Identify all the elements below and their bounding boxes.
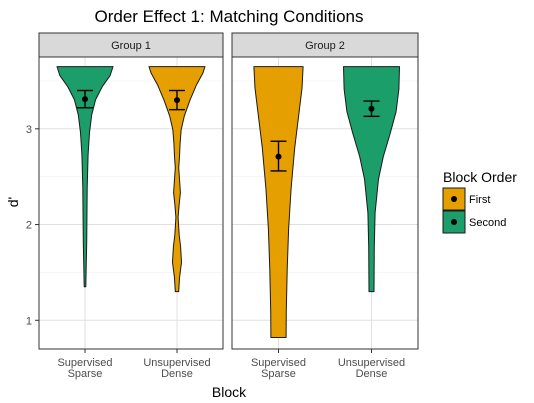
legend-key-point bbox=[451, 219, 457, 225]
y-tick-label: 2 bbox=[26, 220, 32, 232]
legend-key-point bbox=[451, 196, 457, 202]
mean-point bbox=[368, 105, 375, 112]
violin-second bbox=[56, 66, 114, 288]
mean-point bbox=[174, 97, 180, 104]
panel-border bbox=[38, 56, 224, 350]
mean-point bbox=[275, 153, 282, 160]
y-axis-title: d' bbox=[5, 197, 21, 207]
y-tick-label: 1 bbox=[26, 315, 32, 327]
legend-label: Second bbox=[469, 217, 506, 229]
x-tick-label: Dense bbox=[356, 368, 388, 380]
facet-strip-label: Group 2 bbox=[305, 40, 345, 52]
x-tick-label: Sparse bbox=[261, 368, 296, 380]
mean-point bbox=[82, 96, 88, 103]
legend-label: First bbox=[469, 194, 490, 206]
violin-first bbox=[253, 66, 304, 338]
y-tick-label: 3 bbox=[26, 124, 32, 136]
panel-border bbox=[231, 56, 419, 350]
panel-background bbox=[39, 57, 223, 349]
x-tick-label: Unsupervised bbox=[338, 357, 405, 369]
facet-panels: Group 1SupervisedSparseUnsupervisedDense… bbox=[26, 32, 419, 380]
facet-strip bbox=[231, 32, 419, 58]
violin-first bbox=[148, 66, 206, 293]
chart-title: Order Effect 1: Matching Conditions bbox=[95, 7, 364, 26]
x-tick-label: Supervised bbox=[251, 357, 306, 369]
legend: Block Order First Second bbox=[442, 169, 517, 234]
x-tick-label: Dense bbox=[161, 368, 193, 380]
x-tick-label: Supervised bbox=[57, 357, 112, 369]
legend-title: Block Order bbox=[443, 169, 517, 185]
facet-strip-label: Group 1 bbox=[111, 40, 151, 52]
x-axis-title: Block bbox=[212, 384, 247, 400]
violin-second bbox=[343, 66, 400, 293]
x-tick-label: Sparse bbox=[68, 368, 103, 380]
facet-strip bbox=[38, 32, 224, 58]
x-tick-label: Unsupervised bbox=[143, 357, 210, 369]
